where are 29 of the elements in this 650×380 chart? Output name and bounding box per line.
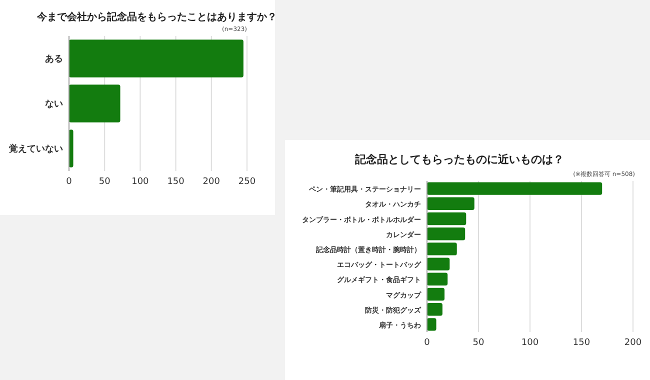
bar: [427, 318, 436, 331]
bar: [427, 272, 448, 286]
chart-title: 今まで会社から記念品をもらったことはありますか？: [36, 11, 277, 23]
bar: [427, 212, 466, 226]
bar: [427, 242, 457, 256]
y-tick-label: ない: [45, 100, 63, 110]
x-tick-label: 100: [521, 338, 539, 348]
y-tick-label: ある: [45, 54, 63, 64]
bar: [427, 228, 466, 240]
x-tick-label: 200: [624, 338, 642, 348]
x-tick-label: 50: [472, 338, 484, 348]
x-tick-label: 50: [98, 177, 111, 187]
bar: [69, 130, 74, 168]
x-tick-label: 200: [202, 177, 220, 187]
y-tick-label: 覚えていない: [9, 144, 63, 154]
x-tick-label: 250: [238, 177, 256, 187]
x-tick-label: 150: [572, 338, 590, 348]
chart-title: 記念品としてもらったものに近いものは？: [354, 153, 564, 166]
bar: [427, 197, 474, 210]
bar: [427, 303, 442, 316]
bar: [427, 288, 445, 301]
bar: [69, 40, 244, 78]
bar: [427, 258, 450, 270]
x-tick-label: 150: [167, 177, 185, 187]
x-tick-label: 0: [66, 177, 72, 187]
bar: [69, 84, 120, 122]
bar: [427, 182, 602, 195]
x-tick-label: 0: [424, 338, 430, 348]
x-tick-label: 100: [132, 177, 150, 187]
